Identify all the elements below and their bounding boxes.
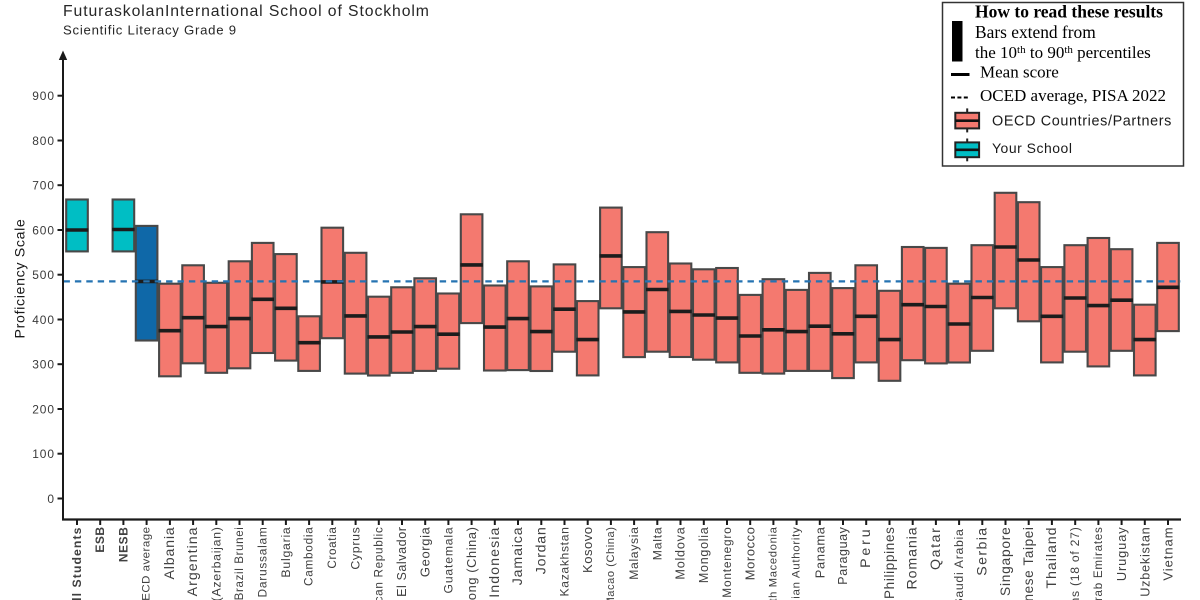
- svg-text:Brunei Darussalam: Brunei Darussalam: [256, 527, 270, 600]
- svg-text:Ukrainian regions (18 of 27): Ukrainian regions (18 of 27): [1068, 527, 1082, 600]
- svg-text:Croatia: Croatia: [326, 527, 339, 569]
- svg-text:Hong Kong (China): Hong Kong (China): [464, 527, 479, 600]
- svg-text:Mean score: Mean score: [980, 62, 1059, 81]
- svg-text:OECD average: OECD average: [141, 527, 153, 600]
- svg-text:500: 500: [32, 268, 55, 282]
- svg-text:700: 700: [32, 179, 55, 193]
- svg-text:Jamaica: Jamaica: [510, 527, 526, 586]
- svg-text:Jordan: Jordan: [533, 527, 549, 575]
- svg-text:Your School: Your School: [992, 140, 1072, 156]
- svg-text:FuturaskolanInternational Scho: FuturaskolanInternational School of Stoc…: [63, 3, 430, 20]
- svg-text:Thailand: Thailand: [1044, 527, 1060, 589]
- svg-text:Guatemala: Guatemala: [441, 527, 455, 594]
- svg-text:Georgia: Georgia: [418, 526, 433, 577]
- svg-text:Romania: Romania: [905, 527, 921, 590]
- svg-text:Malta: Malta: [650, 527, 664, 561]
- svg-text:NESB: NESB: [116, 527, 130, 563]
- svg-text:OECD Countries/Partners: OECD Countries/Partners: [992, 114, 1172, 130]
- svg-text:200: 200: [32, 402, 55, 416]
- svg-text:Philippines: Philippines: [882, 527, 897, 599]
- svg-text:Malaysia: Malaysia: [627, 527, 641, 580]
- svg-text:Kazakhstan: Kazakhstan: [558, 527, 572, 597]
- svg-text:400: 400: [32, 313, 55, 327]
- svg-text:All Students: All Students: [70, 527, 84, 600]
- svg-text:the 10th to 90th percentiles: the 10th to 90th percentiles: [975, 43, 1151, 62]
- svg-text:Dominican Republic: Dominican Republic: [372, 527, 385, 600]
- svg-text:Scientific Literacy Grade 9: Scientific Literacy Grade 9: [63, 23, 237, 38]
- svg-text:Macao (China): Macao (China): [605, 527, 617, 600]
- svg-text:Brazil Brunei: Brazil Brunei: [233, 527, 246, 600]
- svg-text:600: 600: [32, 223, 55, 237]
- svg-text:ESB: ESB: [93, 527, 107, 553]
- svg-text:900: 900: [32, 89, 55, 103]
- svg-text:Palestinian Authority: Palestinian Authority: [791, 527, 803, 600]
- svg-text:Paraguay: Paraguay: [836, 526, 850, 584]
- svg-text:Singapore: Singapore: [998, 527, 1013, 596]
- svg-text:Uzbekistan: Uzbekistan: [1137, 527, 1152, 597]
- svg-text:Vietnam: Vietnam: [1161, 527, 1176, 581]
- svg-text:Qatar: Qatar: [928, 527, 944, 571]
- svg-text:Morocco: Morocco: [743, 527, 758, 581]
- svg-text:100: 100: [32, 447, 55, 461]
- svg-text:Uruguay: Uruguay: [1114, 527, 1129, 582]
- svg-text:Albania: Albania: [162, 527, 178, 580]
- svg-text:Proficiency Scale: Proficiency Scale: [13, 219, 29, 339]
- svg-text:Peru: Peru: [858, 527, 874, 568]
- svg-text:Panama: Panama: [812, 526, 827, 578]
- svg-text:United Arab Emirates: United Arab Emirates: [1092, 527, 1105, 600]
- svg-text:Indonesia: Indonesia: [487, 527, 503, 598]
- svg-text:OCED average, PISA 2022: OCED average, PISA 2022: [980, 86, 1166, 105]
- svg-text:Moldova: Moldova: [674, 526, 688, 579]
- svg-text:North Macedonia: North Macedonia: [767, 526, 779, 600]
- svg-text:Cambodia: Cambodia: [303, 527, 316, 587]
- svg-text:800: 800: [32, 134, 55, 148]
- svg-text:Chinese Taipei: Chinese Taipei: [1021, 527, 1036, 600]
- svg-text:Montenegro: Montenegro: [720, 527, 734, 598]
- svg-text:Serbia: Serbia: [974, 527, 990, 576]
- svg-text:0: 0: [47, 492, 55, 506]
- svg-text:How to read these results: How to read these results: [975, 1, 1163, 21]
- svg-text:Bulgaria: Bulgaria: [279, 527, 293, 578]
- svg-text:Bars extend from: Bars extend from: [975, 22, 1096, 42]
- svg-text:Baku (Azerbaijan): Baku (Azerbaijan): [209, 527, 223, 600]
- svg-text:300: 300: [32, 358, 55, 372]
- svg-text:Argentina: Argentina: [185, 527, 201, 597]
- svg-text:Cyprus: Cyprus: [349, 527, 363, 570]
- svg-text:Mongolia: Mongolia: [697, 527, 711, 584]
- svg-text:Kosovo: Kosovo: [580, 527, 595, 573]
- svg-text:El Salvador: El Salvador: [395, 527, 409, 597]
- svg-text:Saudi Arabia: Saudi Arabia: [952, 529, 966, 600]
